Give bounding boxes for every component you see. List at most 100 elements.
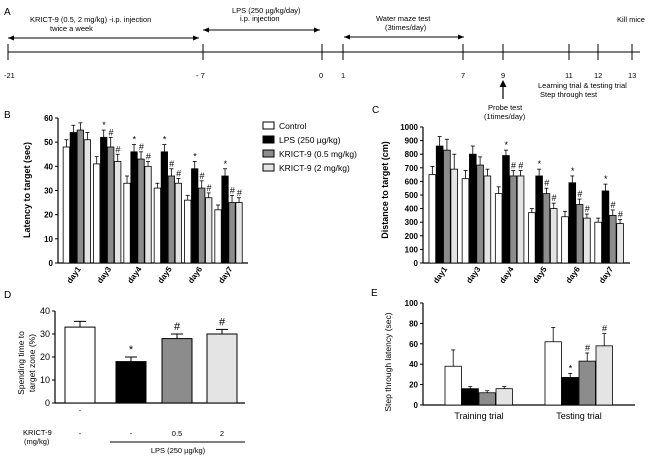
y-tick-label: 10 <box>44 235 53 244</box>
significance-star: * <box>163 135 167 145</box>
legend-label-control: Control <box>279 121 307 131</box>
treatment2-arrow-left-head <box>203 27 209 33</box>
timeline-tick-label: 13 <box>628 71 636 80</box>
y-tick-label: 200 <box>405 232 419 241</box>
significance-hash: # <box>206 183 211 193</box>
y-tick-label: 20 <box>44 211 53 220</box>
lps-label: LPS (250 µg/kg) <box>151 446 206 455</box>
panel-d: D Spending time to target zone (%) 01020… <box>4 290 245 455</box>
legend-swatch-krict05 <box>262 149 275 158</box>
timeline-treatment1-line1: KRICT-9 (0.5, 2 mg/kg) -i.p. injection <box>30 15 151 24</box>
bar <box>83 139 91 264</box>
bar <box>206 333 238 404</box>
krict-label-line1: KRICT-9 <box>23 428 52 437</box>
bar <box>115 361 147 404</box>
y-tick-label: 800 <box>405 150 419 159</box>
panel-a-timeline: A KRICT-9 (0.5, 2 mg/kg) -i.p. injection… <box>4 6 645 121</box>
panel-d-ylabel-line1: Spending time to <box>16 331 26 395</box>
x-tick-label: day7 <box>597 265 615 286</box>
bar <box>594 221 602 264</box>
bar <box>69 132 77 264</box>
legend-label-krict2: KRICT-9 (2 mg/kg) <box>279 163 350 173</box>
x-tick-label: day7 <box>217 265 235 286</box>
significance-hash: # <box>139 142 144 152</box>
y-tick-label: 0 <box>45 398 50 408</box>
y-tick-label: 400 <box>405 205 419 214</box>
significance-star: * <box>193 152 197 162</box>
bar <box>76 129 84 264</box>
y-tick-label: 900 <box>405 137 419 146</box>
panel-letter-c: C <box>372 105 379 116</box>
bar <box>544 341 562 406</box>
krict-label-line2: (mg/kg) <box>24 437 50 446</box>
panel-b-ylabel: Latency to target (sec) <box>22 142 32 238</box>
timeline-treatment2-line2: i.p. injection <box>240 14 280 23</box>
y-tick-label: 0 <box>49 259 54 268</box>
x-tick-label: day4 <box>498 265 516 286</box>
bar <box>100 136 108 264</box>
y-tick-label: 30 <box>44 187 53 196</box>
timeline-tick-label: 11 <box>565 71 573 80</box>
bar <box>542 193 551 264</box>
timeline-watermaze-line1: Water maze test <box>376 14 431 23</box>
y-tick-label: 40 <box>40 306 50 316</box>
bar <box>205 197 213 264</box>
bar <box>568 182 577 264</box>
bar <box>535 175 543 264</box>
x-tick-label: day5 <box>531 265 549 286</box>
bar <box>130 151 138 264</box>
y-tick-label: 60 <box>44 114 53 123</box>
krict-dose: - <box>130 429 133 438</box>
treatment2-arrow-right-head <box>314 27 320 33</box>
significance-hash: # <box>230 185 235 195</box>
bar <box>114 161 122 264</box>
timeline-tick-label: 1 <box>341 71 345 80</box>
krict-dose: 0.5 <box>172 429 182 438</box>
significance-hash: # <box>577 189 582 199</box>
bar <box>601 190 610 264</box>
krict-dose: - <box>79 429 82 438</box>
bar <box>575 204 584 264</box>
bar <box>160 151 168 264</box>
legend-swatch-lps <box>262 135 275 144</box>
bar <box>509 175 518 264</box>
bar <box>461 178 470 264</box>
timeline-tick-label: 12 <box>594 71 602 80</box>
significance-hash: # <box>544 178 549 188</box>
x-tick-label: day6 <box>186 265 204 286</box>
bar <box>461 388 479 406</box>
y-tick-label: 40 <box>409 360 418 369</box>
bar <box>561 216 569 264</box>
panel-letter-d: D <box>4 290 11 301</box>
bar <box>443 149 451 264</box>
y-tick-label: 0 <box>414 401 419 410</box>
panel-c-ylabel: Distance to target (cm) <box>380 141 390 239</box>
bar <box>93 163 101 264</box>
bar <box>528 212 536 264</box>
bar <box>214 209 222 264</box>
krict-dose: 2 <box>220 429 224 438</box>
significance-star: * <box>571 166 575 176</box>
significance-star: * <box>604 174 608 184</box>
lps-row-control: - <box>79 406 82 415</box>
significance-star: * <box>133 135 137 145</box>
timeline-tick-label: -21 <box>4 71 15 80</box>
significance-hash: # <box>585 343 590 353</box>
bar <box>174 182 182 264</box>
x-tick-label: Training trial <box>454 411 503 421</box>
panel-letter-a: A <box>4 7 11 18</box>
y-tick-label: 100 <box>405 299 419 308</box>
bar <box>516 175 525 264</box>
panel-d-ylabel-line2: target zone (%) <box>27 334 37 392</box>
significance-hash: # <box>174 321 181 333</box>
bar <box>184 199 192 264</box>
y-tick-label: 60 <box>409 340 418 349</box>
bar <box>476 164 484 264</box>
legend-swatch-control <box>262 121 275 130</box>
significance-hash: # <box>108 127 113 137</box>
legend-label-lps: LPS (250 µg/kg) <box>279 135 341 145</box>
legend-swatch-krict2 <box>262 163 275 172</box>
significance-hash: # <box>146 152 151 162</box>
significance-hash: # <box>611 200 616 210</box>
